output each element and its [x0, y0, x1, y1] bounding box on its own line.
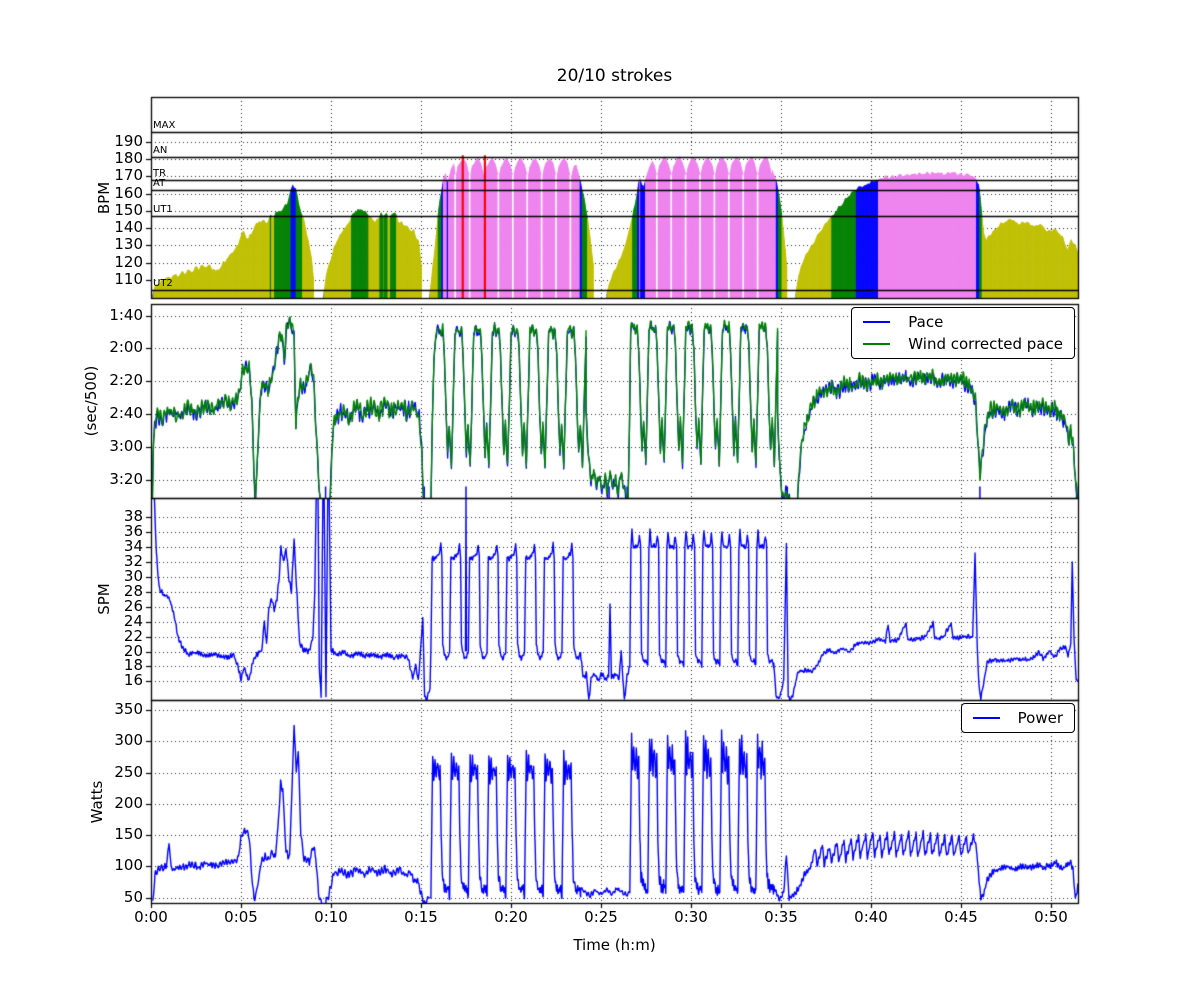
plot-canvas — [0, 0, 1200, 1000]
figure-root: 20/10 strokes Time (h:m) 110 120 130 140 150… — [0, 0, 1200, 1000]
